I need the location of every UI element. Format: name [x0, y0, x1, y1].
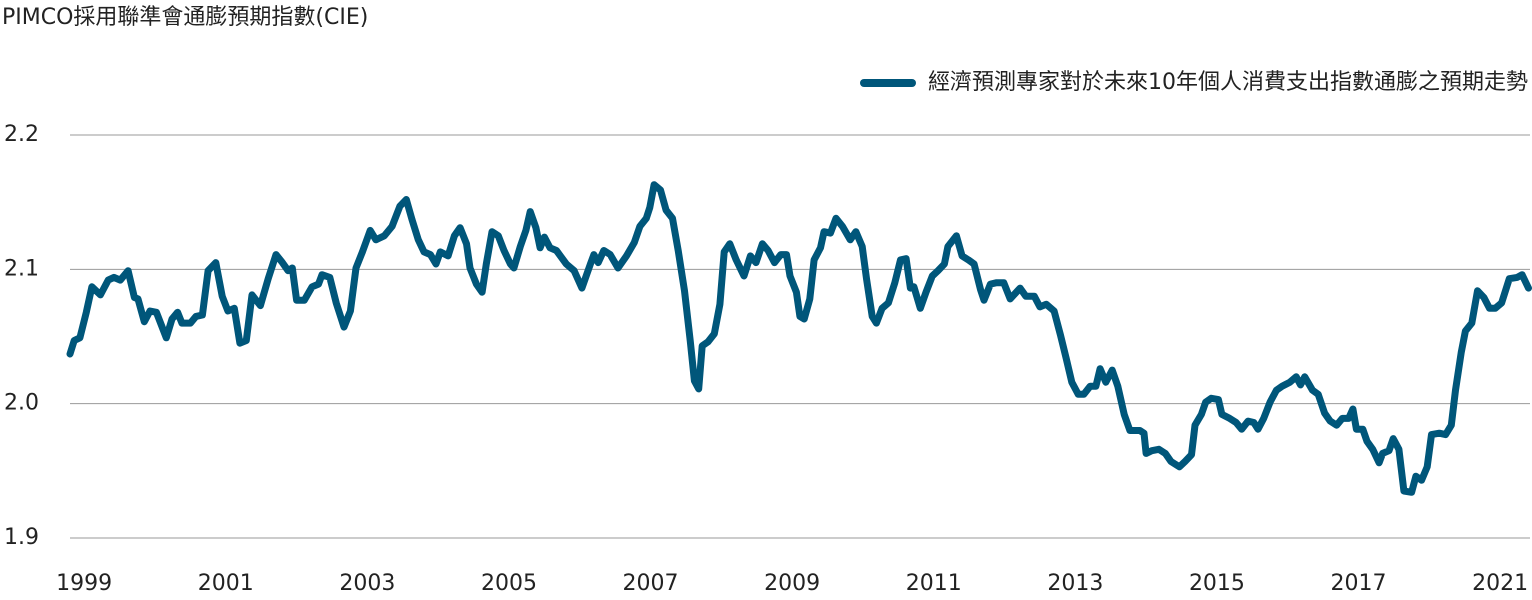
- x-tick-label: 2015: [1189, 571, 1245, 596]
- x-tick-label: 2021: [1472, 571, 1528, 596]
- x-tick-label: 2011: [906, 571, 962, 596]
- chart-title: PIMCO採用聯準會通膨預期指數(CIE): [2, 5, 368, 30]
- x-tick-label: 2009: [764, 571, 820, 596]
- x-tick-label: 2003: [339, 571, 395, 596]
- x-tick-label: 2013: [1047, 571, 1103, 596]
- x-tick-label: 2001: [198, 571, 254, 596]
- y-tick-label: 2.0: [4, 391, 39, 416]
- y-tick-label: 1.9: [4, 525, 39, 550]
- x-tick-label: 2017: [1331, 571, 1387, 596]
- legend-label: 經濟預測專家對於未來10年個人消費支出指數通膨之預期走勢: [928, 70, 1528, 95]
- x-tick-label: 1999: [56, 571, 112, 596]
- y-tick-label: 2.2: [4, 122, 39, 147]
- x-tick-label: 2005: [481, 571, 537, 596]
- data-line: [66, 181, 1532, 496]
- x-tick-label: 2007: [623, 571, 679, 596]
- y-tick-label: 2.1: [4, 256, 39, 281]
